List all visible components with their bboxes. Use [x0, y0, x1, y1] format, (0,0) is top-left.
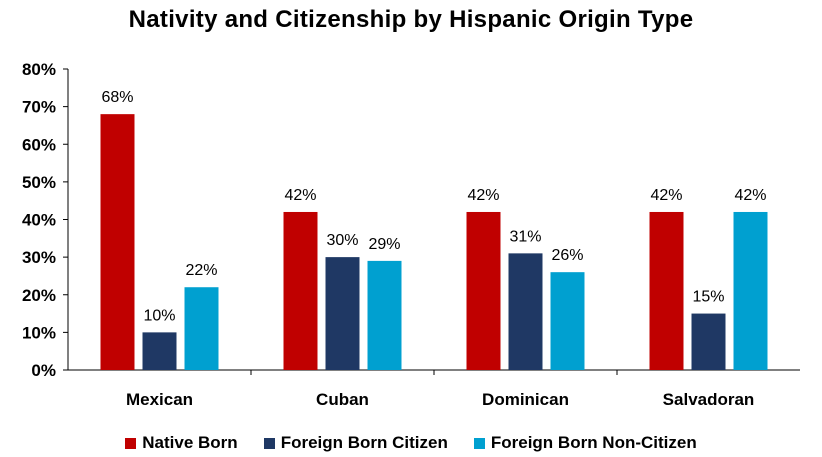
y-tick-label: 60% [22, 135, 56, 154]
data-label: 68% [101, 89, 133, 106]
bar [367, 260, 402, 370]
y-tick-label: 0% [31, 361, 56, 380]
bar [142, 332, 177, 370]
legend-item: Native Born [125, 433, 238, 453]
bar [466, 211, 501, 370]
legend: Native Born Foreign Born Citizen Foreign B… [0, 433, 822, 453]
category-label: Salvadoran [663, 390, 755, 409]
data-label: 42% [734, 187, 766, 204]
legend-swatch [263, 437, 275, 449]
bar [325, 257, 360, 370]
y-tick-label: 50% [22, 173, 56, 192]
data-label: 26% [551, 247, 583, 264]
data-label: 29% [368, 236, 400, 253]
category-label: Cuban [316, 390, 369, 409]
legend-swatch [473, 437, 485, 449]
data-label: 10% [143, 307, 175, 324]
bar [691, 313, 726, 370]
bar [508, 253, 543, 370]
y-tick-label: 80% [22, 60, 56, 79]
y-tick-label: 40% [22, 211, 56, 230]
legend-swatch [125, 437, 137, 449]
data-label: 30% [326, 232, 358, 249]
chart-title: Nativity and Citizenship by Hispanic Ori… [128, 6, 694, 33]
data-label: 42% [650, 187, 682, 204]
bar [283, 211, 318, 370]
data-label: 31% [509, 228, 541, 245]
y-tick-label: 70% [22, 98, 56, 117]
bar [733, 211, 768, 370]
category-label: Mexican [126, 390, 193, 409]
legend-label: Native Born [142, 433, 238, 452]
y-tick-label: 30% [22, 248, 56, 267]
legend-label: Foreign Born Non-Citizen [490, 433, 697, 452]
category-label: Dominican [482, 390, 569, 409]
data-label: 42% [284, 187, 316, 204]
y-tick-label: 10% [22, 323, 56, 342]
bar [649, 211, 684, 370]
y-tick-label: 20% [22, 286, 56, 305]
data-label: 22% [185, 262, 217, 279]
legend-item: Foreign Born Non-Citizen [473, 433, 697, 453]
legend-label: Foreign Born Citizen [280, 433, 448, 452]
data-label: 42% [467, 187, 499, 204]
legend-item: Foreign Born Citizen [263, 433, 448, 453]
bar-chart: 0% 10% 20% 30% 40% 50% 60% 70% 80% 68% 10% 22% Mexic… [22, 60, 800, 409]
bar [100, 114, 135, 371]
data-label: 15% [692, 289, 724, 306]
bar [184, 287, 219, 370]
bar [550, 272, 585, 370]
